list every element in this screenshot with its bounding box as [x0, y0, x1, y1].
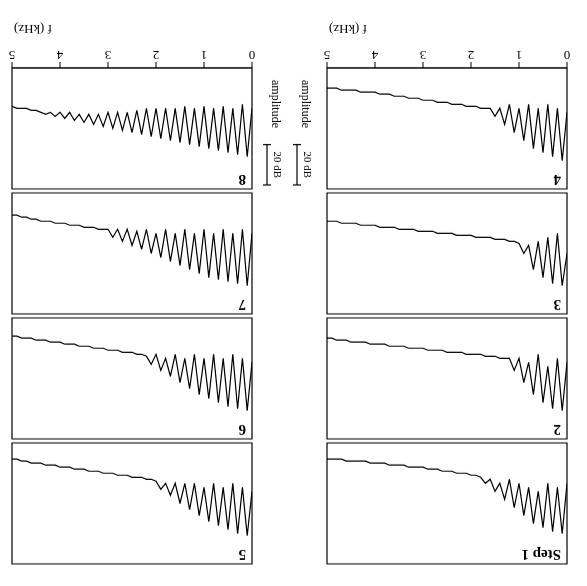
html-text:8: 8	[238, 172, 246, 188]
html-text:3: 3	[553, 297, 561, 313]
html-text:6: 6	[238, 422, 246, 438]
svg-text:amplitude: amplitude	[299, 80, 313, 128]
html-text:7: 7	[238, 297, 246, 313]
svg-text:f (kHz): f (kHz)	[329, 22, 367, 37]
html-text:Step 1: Step 1	[521, 547, 561, 563]
html-text:2: 2	[553, 422, 561, 438]
svg-text:amplitude: amplitude	[269, 80, 283, 128]
svg-text:20 dB: 20 dB	[302, 152, 314, 179]
html-text:4: 4	[553, 172, 561, 188]
svg-text:20 dB: 20 dB	[272, 152, 284, 179]
svg-text:1: 1	[201, 48, 208, 63]
svg-text:5: 5	[324, 48, 331, 63]
svg-text:3: 3	[420, 48, 427, 63]
svg-text:1: 1	[516, 48, 523, 63]
svg-text:2: 2	[468, 48, 475, 63]
html-text:5: 5	[238, 547, 246, 563]
svg-text:0: 0	[564, 48, 571, 63]
svg-text:2: 2	[153, 48, 160, 63]
svg-text:5: 5	[9, 48, 16, 63]
svg-text:f (kHz): f (kHz)	[14, 22, 52, 37]
svg-text:0: 0	[249, 48, 256, 63]
svg-text:3: 3	[105, 48, 112, 63]
svg-text:4: 4	[56, 48, 63, 63]
svg-text:4: 4	[371, 48, 378, 63]
